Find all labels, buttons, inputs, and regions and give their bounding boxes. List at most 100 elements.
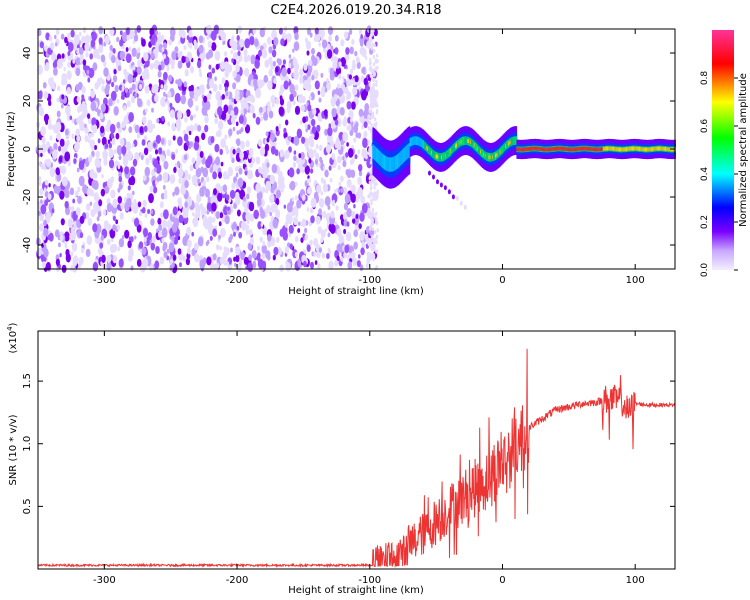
noise-speck: [317, 226, 322, 234]
signal-peak: [477, 147, 479, 151]
signal-peak: [430, 150, 433, 155]
noise-speck: [241, 220, 247, 231]
noise-speck: [156, 118, 160, 124]
noise-speck: [128, 236, 132, 242]
noise-speck: [249, 148, 254, 156]
noise-speck: [56, 173, 62, 182]
signal-core: [506, 140, 508, 150]
noise-speck: [212, 171, 218, 180]
noise-speck: [194, 243, 198, 250]
noise-speck: [349, 68, 353, 75]
signal-peak: [550, 147, 553, 152]
noise-speck: [71, 118, 75, 124]
noise-speck: [232, 126, 236, 132]
noise-speck: [264, 59, 270, 68]
signal-core: [453, 143, 455, 153]
noise-speck: [361, 203, 368, 214]
noise-speck: [237, 60, 240, 65]
signal-core: [417, 136, 420, 146]
noise-speck: [244, 206, 248, 214]
signal-peak: [611, 146, 613, 151]
noise-speck: [294, 32, 299, 41]
noise-speck: [205, 52, 211, 60]
noise-speck: [305, 40, 312, 50]
noise-speck: [310, 261, 314, 269]
noise-speck: [48, 100, 52, 107]
noise-speck: [371, 42, 374, 47]
noise-speck: [56, 97, 60, 103]
noise-speck: [237, 50, 241, 57]
noise-speck: [162, 241, 168, 250]
noise-speck: [301, 169, 305, 174]
noise-speck: [330, 56, 334, 62]
noise-speck: [134, 235, 137, 240]
noise-speck: [123, 157, 128, 167]
noise-speck: [369, 181, 373, 186]
noise-speck: [173, 166, 177, 173]
signal-peak: [586, 146, 588, 151]
noise-speck: [334, 259, 339, 267]
spectrogram-y-label: Frequency (Hz): [6, 111, 17, 187]
signal-core: [381, 153, 384, 168]
signal-tail: [455, 195, 459, 201]
signal-peak: [608, 146, 610, 151]
noise-speck: [313, 191, 319, 200]
signal-peak: [606, 146, 609, 151]
signal-peak: [552, 147, 555, 151]
noise-speck: [43, 219, 47, 227]
noise-speck: [48, 35, 53, 42]
noise-speck: [178, 177, 182, 184]
signal-peak: [468, 139, 470, 144]
noise-speck: [260, 209, 266, 219]
noise-speck: [375, 94, 378, 99]
noise-speck: [110, 133, 115, 139]
noise-speck: [45, 62, 49, 68]
noise-speck: [194, 212, 199, 221]
noise-speck: [139, 126, 144, 134]
noise-speck: [132, 65, 136, 71]
noise-speck: [106, 261, 112, 271]
noise-speck: [132, 158, 138, 167]
signal-peak: [614, 146, 616, 151]
noise-speck: [59, 190, 65, 200]
noise-speck: [143, 174, 147, 181]
noise-speck: [101, 85, 105, 92]
noise-speck: [172, 206, 178, 216]
noise-speck: [44, 45, 48, 52]
signal-peak: [524, 147, 527, 152]
noise-speck: [78, 256, 84, 266]
noise-speck: [46, 211, 52, 221]
noise-speck: [213, 263, 217, 270]
signal-core: [406, 144, 409, 159]
noise-speck: [353, 204, 356, 209]
y-tick-label: -40: [22, 237, 33, 253]
signal-peak: [659, 146, 662, 151]
noise-speck: [296, 199, 302, 209]
noise-speck: [95, 150, 100, 159]
noise-speck: [160, 192, 165, 200]
noise-speck: [39, 223, 44, 232]
signal-core: [462, 136, 465, 146]
noise-speck: [346, 179, 352, 188]
noise-speck: [317, 263, 321, 270]
noise-speck: [358, 170, 363, 177]
noise-speck: [183, 129, 187, 135]
noise-speck: [262, 226, 268, 236]
noise-speck: [185, 257, 190, 266]
signal-peak: [435, 154, 438, 159]
noise-speck: [43, 113, 50, 123]
noise-speck: [131, 47, 137, 57]
noise-speck: [59, 234, 64, 242]
noise-speck: [348, 74, 352, 80]
noise-speck: [85, 212, 90, 220]
signal-core: [421, 139, 424, 148]
noise-speck: [51, 124, 55, 130]
noise-speck: [98, 199, 103, 207]
noise-speck: [308, 135, 313, 143]
signal-peak: [645, 147, 648, 152]
noise-speck: [91, 31, 97, 42]
noise-speck: [231, 40, 238, 51]
noise-speck: [150, 242, 156, 251]
noise-speck: [80, 247, 85, 254]
noise-speck: [44, 190, 49, 198]
